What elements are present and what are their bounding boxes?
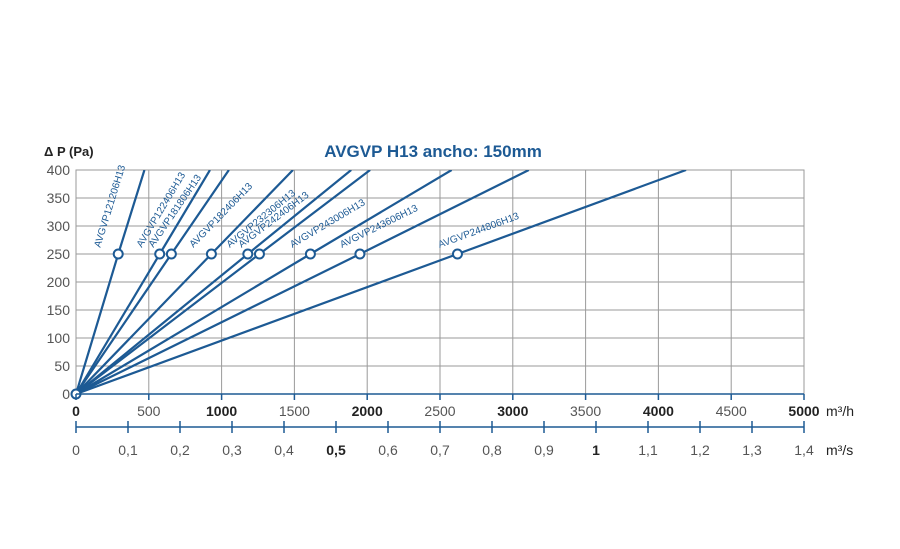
y-tick-label: 250 xyxy=(47,246,71,262)
x2-tick-label: 0,9 xyxy=(534,442,554,458)
x2-tick-label: 0 xyxy=(72,442,80,458)
x-tick-label: 0 xyxy=(72,403,80,419)
x-tick-label: 5000 xyxy=(788,403,819,419)
axes xyxy=(75,393,805,433)
x2-tick-label: 0,6 xyxy=(378,442,398,458)
x2-tick-label: 0,5 xyxy=(326,442,346,458)
y-tick-label: 0 xyxy=(62,386,70,402)
x-tick-label: 500 xyxy=(137,403,161,419)
y-tick-label: 150 xyxy=(47,302,71,318)
series-marker xyxy=(304,248,316,260)
y-tick-label: 200 xyxy=(47,274,71,290)
series-label: AVGVP244806H13 xyxy=(437,211,521,251)
series-lines xyxy=(70,170,687,400)
x2-tick-label: 0,4 xyxy=(274,442,294,458)
series-marker xyxy=(253,248,265,260)
x2-tick-label: 1 xyxy=(592,442,600,458)
series-marker xyxy=(451,248,463,260)
x2-tick-label: 0,8 xyxy=(482,442,502,458)
grid xyxy=(75,169,805,395)
x-axis-unit: m³/h xyxy=(826,403,854,419)
x-tick-label: 2500 xyxy=(424,403,455,419)
x-tick-label: 2000 xyxy=(352,403,383,419)
x2-tick-label: 1,2 xyxy=(690,442,710,458)
x2-tick-label: 1,4 xyxy=(794,442,814,458)
x-tick-label: 3500 xyxy=(570,403,601,419)
y-tick-label: 50 xyxy=(54,358,70,374)
y-axis-label: Δ P (Pa) xyxy=(44,144,94,159)
x2-tick-label: 0,3 xyxy=(222,442,242,458)
series-marker xyxy=(165,248,177,260)
x2-tick-label: 1,1 xyxy=(638,442,658,458)
series-marker xyxy=(354,248,366,260)
x2-tick-label: 1,3 xyxy=(742,442,762,458)
y-tick-label: 400 xyxy=(47,162,71,178)
x2-tick-label: 0,2 xyxy=(170,442,190,458)
x-tick-label: 1000 xyxy=(206,403,237,419)
series-marker xyxy=(205,248,217,260)
x-tick-label: 4000 xyxy=(643,403,674,419)
x2-tick-label: 0,1 xyxy=(118,442,138,458)
x-tick-label: 3000 xyxy=(497,403,528,419)
series-marker xyxy=(112,248,124,260)
x-tick-label: 4500 xyxy=(716,403,747,419)
x2-axis-unit: m³/s xyxy=(826,442,853,458)
x2-tick-label: 0,7 xyxy=(430,442,450,458)
x-tick-label: 1500 xyxy=(279,403,310,419)
y-tick-label: 350 xyxy=(47,190,71,206)
y-tick-label: 300 xyxy=(47,218,71,234)
series-marker xyxy=(242,248,254,260)
series-marker xyxy=(154,248,166,260)
y-tick-label: 100 xyxy=(47,330,71,346)
chart-title: AVGVP H13 ancho: 150mm xyxy=(324,142,542,161)
